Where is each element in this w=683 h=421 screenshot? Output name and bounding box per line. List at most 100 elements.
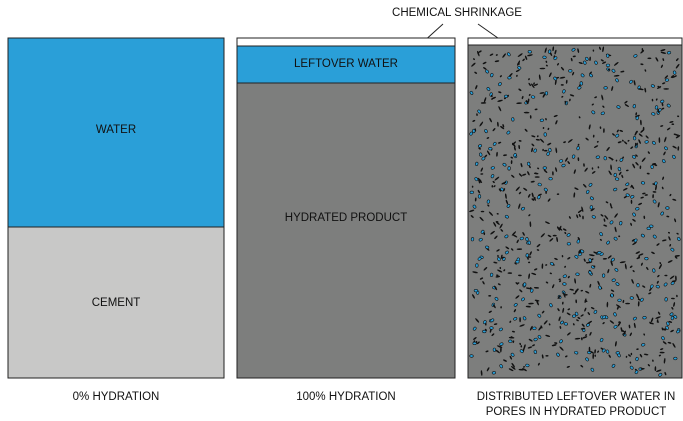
pore — [537, 195, 541, 200]
pore — [504, 214, 509, 219]
pore — [663, 151, 666, 156]
pore — [605, 201, 609, 204]
pore — [605, 349, 610, 354]
pore — [556, 226, 561, 231]
pore — [588, 258, 592, 263]
pore — [559, 325, 562, 329]
pore — [610, 260, 613, 266]
pore — [605, 63, 611, 67]
pore — [585, 334, 588, 336]
pore — [564, 100, 567, 104]
pore — [664, 371, 667, 376]
pore — [473, 337, 477, 340]
pore — [482, 281, 485, 285]
pore — [537, 334, 542, 339]
pore — [618, 235, 621, 238]
pore — [662, 176, 665, 181]
pore — [606, 146, 610, 152]
pore — [607, 268, 610, 274]
pore — [483, 232, 486, 236]
pore — [624, 141, 628, 145]
pore — [532, 344, 535, 347]
pore — [541, 354, 544, 359]
pore — [512, 234, 518, 238]
pore — [539, 67, 546, 70]
pore — [502, 162, 507, 167]
pore — [666, 103, 671, 108]
pore — [502, 124, 505, 128]
pore — [581, 206, 584, 213]
pore — [519, 236, 524, 241]
pore — [537, 362, 540, 366]
pore — [479, 216, 484, 222]
pore — [610, 289, 615, 292]
pore — [595, 155, 600, 159]
pore — [551, 344, 557, 347]
pore — [533, 337, 538, 342]
pore — [549, 272, 552, 275]
pore — [500, 254, 503, 258]
pore — [566, 242, 571, 246]
pore — [545, 60, 548, 63]
pore — [530, 288, 534, 293]
pore — [577, 143, 580, 146]
pore — [480, 229, 485, 234]
pore — [486, 199, 491, 204]
pore — [603, 156, 607, 161]
pore — [672, 70, 677, 75]
pore — [629, 265, 633, 268]
pore — [563, 292, 566, 298]
pore — [631, 239, 636, 242]
pore — [673, 133, 678, 136]
pore — [630, 146, 634, 149]
pore — [619, 129, 623, 132]
pore — [518, 144, 521, 150]
pore — [628, 354, 631, 357]
pore — [519, 289, 523, 293]
pore — [673, 302, 676, 307]
pore — [636, 348, 639, 351]
pore — [654, 366, 657, 372]
pore — [537, 167, 540, 170]
pore — [578, 116, 581, 119]
pore — [558, 278, 561, 281]
pore — [590, 208, 595, 212]
pore — [492, 141, 497, 146]
pore — [677, 115, 680, 118]
pore — [549, 262, 554, 266]
pore — [640, 262, 643, 266]
pore — [667, 341, 672, 344]
pore — [509, 320, 512, 323]
pore — [534, 176, 540, 178]
pore — [613, 312, 617, 317]
pore — [649, 224, 654, 228]
pore — [472, 271, 478, 274]
pore — [492, 127, 496, 132]
porous-region — [467, 44, 683, 379]
pore — [574, 278, 576, 284]
pore — [527, 171, 530, 176]
pore — [563, 322, 568, 326]
pore — [529, 115, 532, 119]
pore — [490, 73, 494, 78]
pore — [480, 173, 484, 175]
pore — [613, 74, 620, 77]
pore — [533, 82, 535, 85]
pore — [617, 321, 621, 327]
pore — [525, 253, 529, 258]
pore — [477, 189, 481, 194]
pore — [611, 68, 616, 73]
pore — [599, 46, 601, 51]
pore — [564, 231, 567, 235]
pore — [494, 235, 498, 240]
pore — [670, 281, 675, 285]
pore — [634, 142, 637, 147]
pore — [647, 151, 650, 154]
pore — [475, 263, 479, 268]
leftover-water-region — [236, 45, 456, 84]
pore — [657, 108, 660, 113]
pore — [521, 95, 524, 100]
pore — [533, 172, 539, 175]
pore — [598, 285, 602, 290]
